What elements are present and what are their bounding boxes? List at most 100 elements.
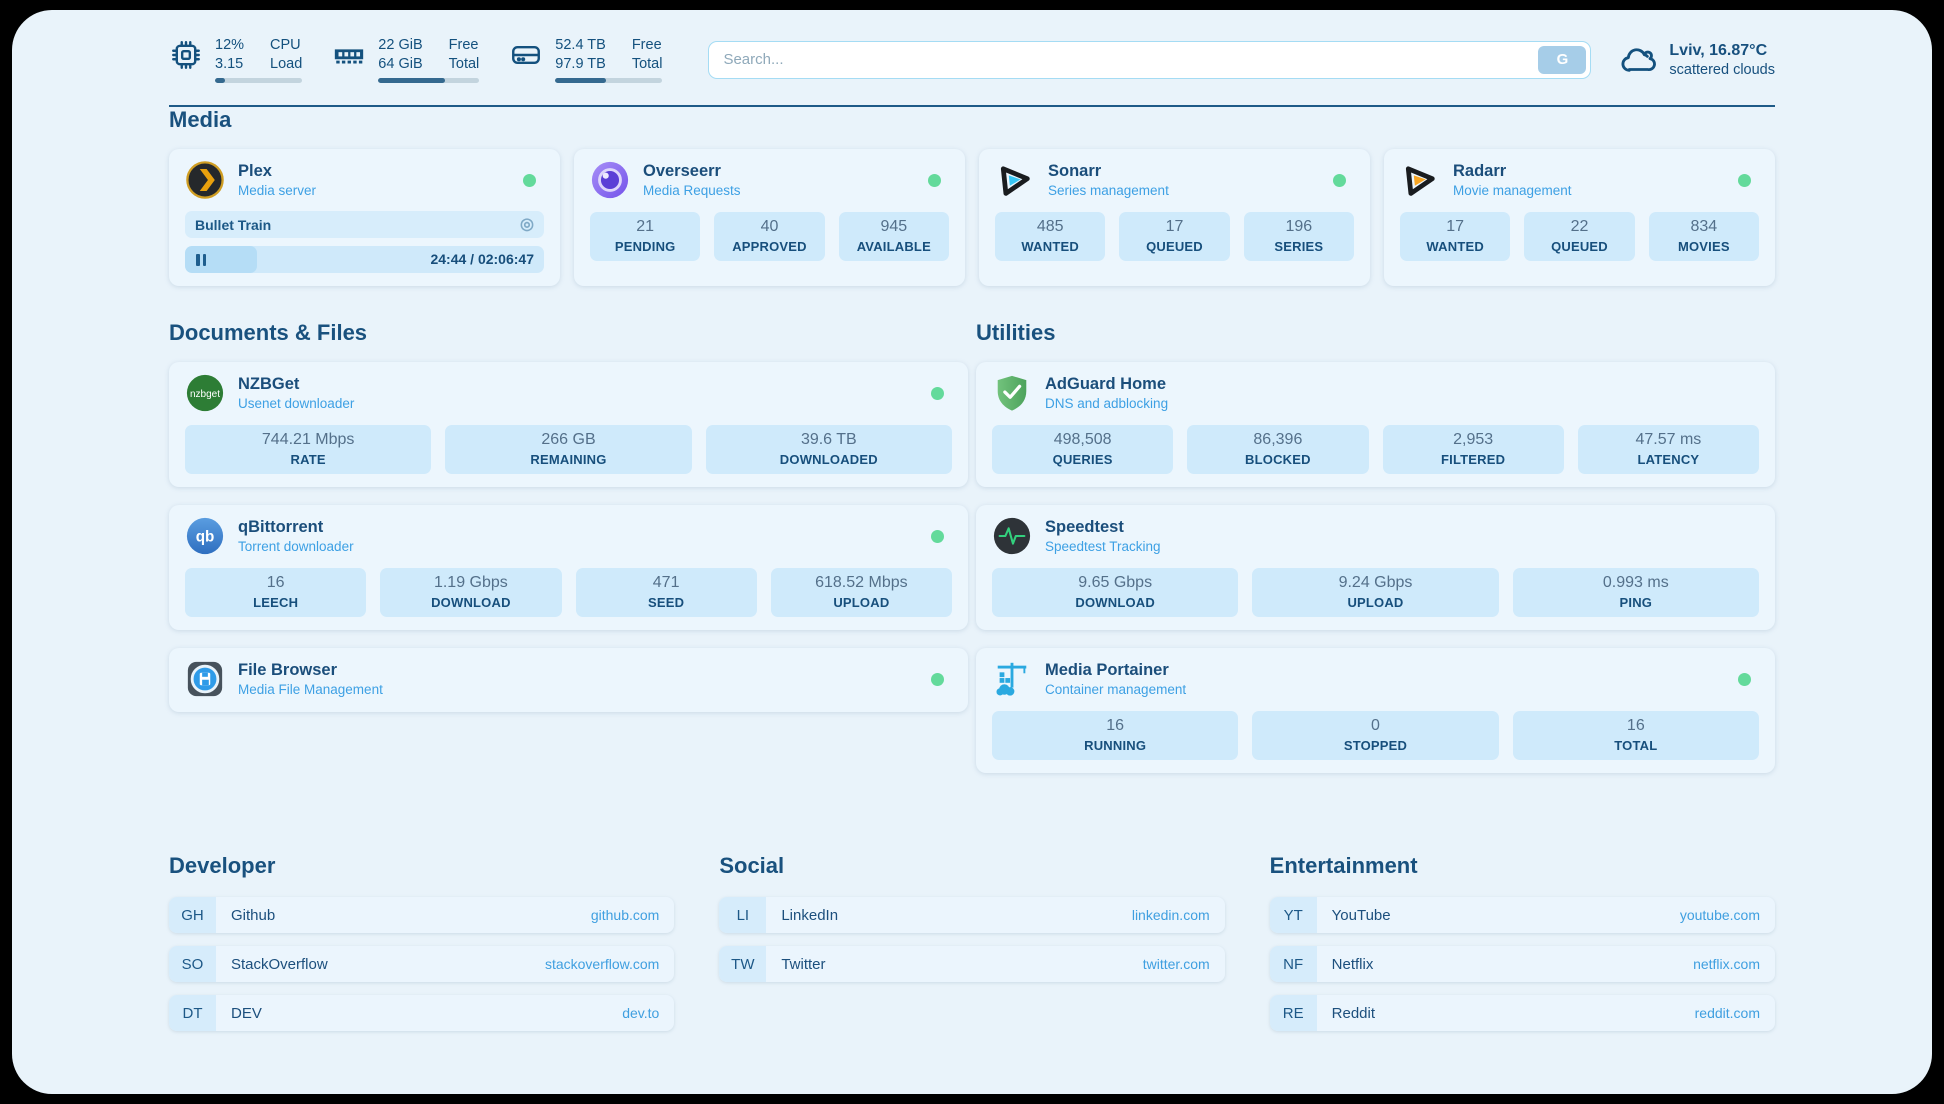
stat-value: 498,508	[1053, 431, 1112, 448]
disk-total-label: Total	[631, 56, 663, 72]
stat-label: STOPPED	[1343, 738, 1408, 753]
disk-free-label: Free	[631, 37, 662, 53]
stat-label: UPLOAD	[1347, 595, 1404, 610]
app-name: AdGuard Home	[1045, 375, 1167, 393]
hard-drive-icon	[509, 38, 543, 72]
stat-rate: 744.21 Mbps RATE	[185, 425, 432, 474]
disk-free-value: 52.4 TB	[555, 37, 606, 53]
stat-remaining: 266 GB REMAINING	[445, 425, 692, 474]
bookmark-link-linkedin[interactable]: LI LinkedIn linkedin.com	[719, 897, 1225, 933]
stat-label: PING	[1619, 595, 1653, 610]
bookmark-link-github[interactable]: GH Github github.com	[169, 897, 675, 933]
bookmark-tag: NF	[1269, 946, 1317, 982]
bookmark-link-youtube[interactable]: YT YouTube youtube.com	[1269, 897, 1775, 933]
bookmark-link-twitter[interactable]: TW Twitter twitter.com	[719, 946, 1225, 982]
stat-queued: 22 QUEUED	[1524, 212, 1635, 261]
stat-label: TOTAL	[1614, 738, 1658, 753]
bookmark-link-dev[interactable]: DT DEV dev.to	[169, 995, 675, 1031]
stat-value: 16	[266, 574, 285, 591]
app-card-media-portainer[interactable]: Media Portainer Container management 16 …	[976, 648, 1775, 773]
stat-value: 17	[1446, 218, 1465, 235]
stat-seed: 471 SEED	[575, 568, 757, 617]
status-online-dot	[523, 173, 536, 187]
stat-value: 945	[880, 218, 908, 235]
app-card-sonarr[interactable]: Sonarr Series management 485 WANTED 17 Q…	[979, 149, 1370, 286]
stat-blocked: 86,396 BLOCKED	[1187, 425, 1369, 474]
playback-time: 24:44 / 02:06:47	[430, 251, 534, 267]
stat-label: MOVIES	[1677, 239, 1730, 254]
stat-value: 9.65 Gbps	[1078, 574, 1153, 591]
app-subtitle: Movie management	[1453, 183, 1572, 198]
playback-progress-bar[interactable]: 24:44 / 02:06:47	[185, 246, 544, 273]
app-card-overseerr[interactable]: Overseerr Media Requests 21 PENDING 40 A…	[574, 149, 965, 286]
pause-icon[interactable]	[196, 254, 206, 266]
app-name: Plex	[238, 162, 272, 180]
app-name: Radarr	[1453, 162, 1507, 180]
app-card-qbittorrent[interactable]: qb qBittorrent Torrent downloader 16 LEE…	[169, 505, 968, 630]
overseerr-icon	[590, 160, 630, 200]
app-card-speedtest[interactable]: Speedtest Speedtest Tracking 9.65 Gbps D…	[976, 505, 1775, 630]
section-title-developer: Developer	[169, 853, 276, 878]
stat-value: 744.21 Mbps	[261, 431, 355, 448]
cpu-progress-bar	[215, 78, 303, 83]
stat-wanted: 17 WANTED	[1400, 212, 1511, 261]
stat-label: SERIES	[1274, 239, 1324, 254]
ram-total-label: Total	[448, 56, 480, 72]
stat-value: 17	[1165, 218, 1184, 235]
stat-label: QUEUED	[1146, 239, 1203, 254]
bookmark-name: LinkedIn	[781, 906, 839, 924]
bookmark-name: Netflix	[1331, 955, 1374, 973]
bookmark-link-netflix[interactable]: NF Netflix netflix.com	[1269, 946, 1775, 982]
stat-stopped: 0 STOPPED	[1252, 711, 1499, 760]
ram-progress-bar	[378, 78, 480, 83]
app-card-adguard-home[interactable]: AdGuard Home DNS and adblocking 498,508 …	[976, 362, 1775, 487]
now-playing-title: Bullet Train	[195, 216, 272, 233]
search-input[interactable]	[708, 40, 1592, 79]
bookmark-tag: RE	[1269, 995, 1317, 1031]
app-card-file-browser[interactable]: File Browser Media File Management	[169, 648, 968, 712]
stat-value: 834	[1690, 218, 1718, 235]
weather-location-temp: Lviv, 16.87°C	[1669, 41, 1768, 59]
ram-free-value: 22 GiB	[378, 37, 423, 53]
app-subtitle: DNS and adblocking	[1045, 396, 1169, 411]
stat-download: 9.65 Gbps DOWNLOAD	[992, 568, 1239, 617]
app-card-radarr[interactable]: Radarr Movie management 17 WANTED 22 QUE…	[1384, 149, 1775, 286]
app-name: Sonarr	[1048, 162, 1102, 180]
stat-label: LEECH	[253, 595, 299, 610]
nzbget-icon: nzbget	[185, 373, 225, 413]
section-title-utilities: Utilities	[976, 320, 1056, 345]
stat-label: FILTERED	[1441, 452, 1506, 467]
stat-label: AVAILABLE	[856, 239, 931, 254]
stat-series: 196 SERIES	[1243, 212, 1354, 261]
ram-free-label: Free	[448, 37, 479, 53]
bookmark-link-reddit[interactable]: RE Reddit reddit.com	[1269, 995, 1775, 1031]
status-online-dot	[931, 529, 944, 543]
bookmark-url: twitter.com	[1142, 956, 1210, 972]
cpu-label: CPU	[270, 37, 301, 53]
stat-label: LATENCY	[1637, 452, 1700, 467]
stat-label: REMAINING	[530, 452, 607, 467]
speedtest-icon	[992, 516, 1032, 556]
stat-label: WANTED	[1426, 239, 1484, 254]
ram-icon	[332, 38, 366, 72]
stat-value: 266 GB	[541, 431, 596, 448]
stat-value: 485	[1036, 218, 1064, 235]
app-subtitle: Media File Management	[238, 682, 383, 697]
bookmark-link-stackoverflow[interactable]: SO StackOverflow stackoverflow.com	[169, 946, 675, 982]
session-info-icon[interactable]: ◎	[520, 215, 534, 233]
disk-widget: 52.4 TB 97.9 TB Free Total	[509, 36, 663, 83]
status-online-dot	[928, 173, 941, 187]
filebrowser-icon	[185, 659, 225, 699]
bookmark-tag: GH	[169, 897, 216, 933]
app-card-plex[interactable]: Plex Media server Bullet Train ◎ 24:44 /…	[169, 149, 560, 286]
section-title-media: Media	[169, 107, 232, 132]
app-card-nzbget[interactable]: nzbget NZBGet Usenet downloader 744.21 M…	[169, 362, 968, 487]
stat-value: 471	[652, 574, 680, 591]
stat-upload: 618.52 Mbps UPLOAD	[770, 568, 952, 617]
stat-value: 0.993 ms	[1602, 574, 1669, 591]
sonarr-icon	[995, 160, 1035, 200]
stat-value: 47.57 ms	[1635, 431, 1702, 448]
search-engine-button[interactable]: G	[1538, 45, 1587, 74]
adguard-icon	[992, 373, 1032, 413]
stat-label: DOWNLOAD	[431, 595, 511, 610]
